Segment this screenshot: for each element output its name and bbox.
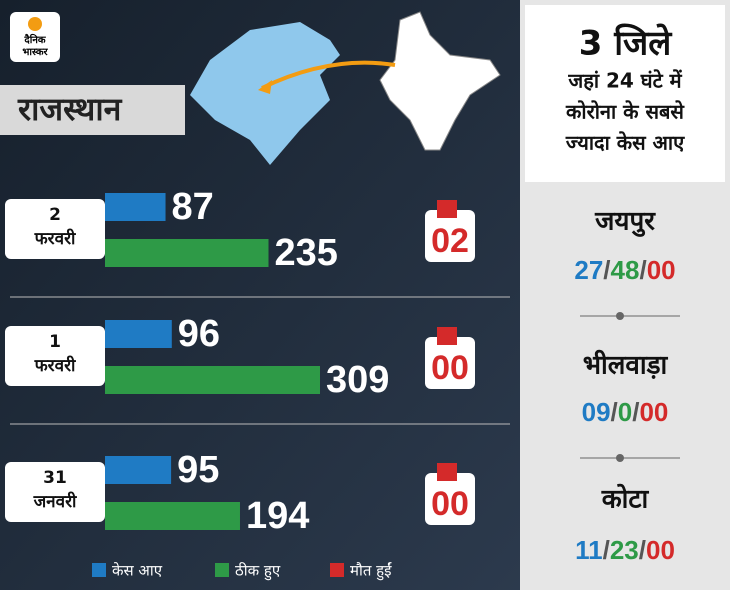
rajasthan-map [190, 22, 340, 165]
logo-text: दैनिक [23, 33, 46, 46]
bar [105, 320, 172, 348]
logo-text: भास्कर [22, 47, 48, 58]
date-box [5, 199, 105, 259]
divider-dot [616, 312, 624, 320]
legend-swatch [215, 563, 229, 577]
logo-sun [28, 17, 42, 31]
date-part: 2 [49, 205, 61, 225]
date-part: जनवरी [33, 491, 77, 512]
death-label: 02 [431, 222, 469, 260]
date-label: 1 फरवरी [34, 332, 76, 376]
stat-cases: 09 [582, 397, 611, 427]
stat-separator: / [611, 397, 618, 427]
side-subtitle: ज्यादा केस आए [565, 131, 685, 155]
arrow-head [258, 80, 272, 94]
india-map [379, 11, 501, 151]
side-title: 3 जिले [579, 23, 674, 64]
stat-recovered: 23 [610, 535, 639, 565]
date-box [5, 326, 105, 386]
stat-deaths: 00 [639, 397, 668, 427]
death-flag [437, 327, 457, 345]
stat-cases: 27 [574, 255, 603, 285]
side-subtitle: जहां 24 घंटे में [567, 69, 682, 93]
stat-recovered: 0 [618, 397, 632, 427]
divider-dot [616, 454, 624, 462]
legend-swatch [330, 563, 344, 577]
date-part: फरवरी [34, 355, 76, 376]
legend-swatch [92, 563, 106, 577]
death-badge [425, 210, 475, 262]
stat-recovered: 48 [611, 255, 640, 285]
district-name: जयपुर [594, 207, 656, 238]
bar [105, 239, 269, 267]
district-stats: 09/0/00 [582, 397, 669, 427]
stat-cases: 11 [575, 535, 603, 565]
stat-separator: / [603, 535, 610, 565]
logo-box [10, 12, 60, 62]
legend-label: ठीक हुए [235, 562, 281, 581]
bar [105, 456, 172, 484]
legend-label: केस आए [112, 562, 163, 580]
bar [105, 366, 320, 394]
value-label: 96 [178, 313, 220, 355]
stat-separator: / [603, 255, 610, 285]
legend-label: मौत हुईं [350, 562, 393, 581]
region-label: राजस्थान [17, 90, 123, 128]
death-flag [437, 200, 457, 218]
date-box [5, 462, 105, 522]
region-box [0, 85, 185, 135]
death-badge [425, 473, 475, 525]
district-stats: 11/23/00 [575, 535, 675, 565]
side-header [525, 5, 725, 182]
value-label: 87 [172, 186, 214, 228]
death-label: 00 [431, 485, 469, 523]
value-label: 309 [326, 359, 389, 401]
district-stats: 27/48/00 [574, 255, 675, 285]
value-label: 95 [177, 449, 219, 491]
district-name: भीलवाड़ा [583, 350, 669, 381]
value-label: 235 [275, 232, 338, 274]
date-part: 1 [49, 332, 61, 352]
value-label: 194 [246, 495, 309, 537]
stat-separator: / [639, 255, 646, 285]
death-badge [425, 337, 475, 389]
stat-separator: / [632, 397, 639, 427]
death-flag [437, 463, 457, 481]
stat-separator: / [639, 535, 646, 565]
date-part: फरवरी [34, 228, 76, 249]
date-part: 31 [43, 468, 67, 488]
district-name: कोटा [601, 484, 650, 515]
side-subtitle: कोरोना के सबसे [565, 100, 685, 124]
arrow [261, 60, 396, 90]
stat-deaths: 00 [646, 535, 675, 565]
death-label: 00 [431, 349, 469, 387]
date-label: 2 फरवरी [34, 205, 76, 249]
bar [105, 502, 240, 530]
stat-deaths: 00 [647, 255, 676, 285]
bar [105, 193, 166, 221]
date-label: 31 जनवरी [33, 468, 77, 512]
